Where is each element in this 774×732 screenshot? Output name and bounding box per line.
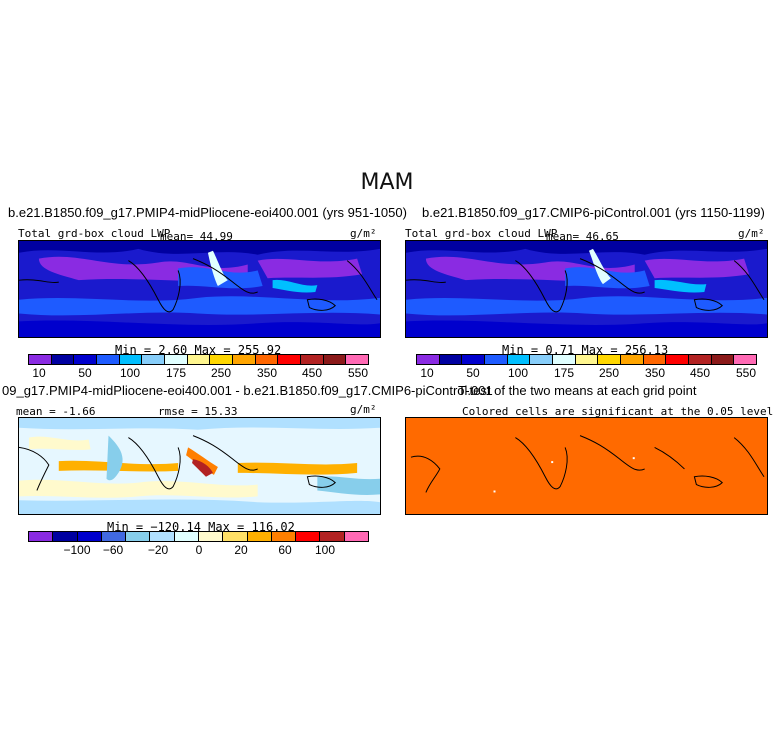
colorbar-swatch xyxy=(53,532,78,541)
figure-title: MAM xyxy=(360,170,414,195)
panel2-map-svg xyxy=(406,241,767,337)
panel3-tick: 0 xyxy=(195,543,203,557)
colorbar-swatch xyxy=(553,355,576,364)
colorbar-swatch xyxy=(126,532,151,541)
colorbar-swatch xyxy=(323,355,347,364)
colorbar-swatch xyxy=(77,532,102,541)
panel2-tick: 450 xyxy=(689,366,711,380)
panel2-map xyxy=(405,240,768,338)
colorbar-swatch xyxy=(598,355,622,364)
panel2-mean: mean= 46.65 xyxy=(546,230,619,243)
panel3-colorbar-ticks: −100 −60 −20 0 20 60 100 xyxy=(28,543,369,557)
panel1-tick: 550 xyxy=(347,366,369,380)
panel3-tick: 100 xyxy=(314,543,336,557)
panel1-minmax: Min = 2.60 Max = 255.92 xyxy=(115,343,282,357)
colorbar-swatch xyxy=(142,355,166,364)
panel2-tick: 550 xyxy=(735,366,757,380)
panel3-title: 09_g17.PMIP4-midPliocene-eoi400.001 - b.… xyxy=(2,383,493,398)
panel3-mean: mean = -1.66 xyxy=(16,405,96,418)
panel1-colorbar-ticks: 10 50 100 175 250 350 450 550 xyxy=(28,366,369,380)
panel1-tick: 450 xyxy=(301,366,323,380)
colorbar-swatch xyxy=(507,355,531,364)
colorbar-swatch xyxy=(187,355,211,364)
colorbar-swatch xyxy=(621,355,644,364)
colorbar-swatch xyxy=(734,355,757,364)
colorbar-swatch xyxy=(255,355,279,364)
panel1-mean: mean= 44.99 xyxy=(160,230,233,243)
panel1-tick: 100 xyxy=(119,366,141,380)
panel3-map-svg xyxy=(19,418,380,514)
colorbar-swatch xyxy=(575,355,599,364)
colorbar-swatch xyxy=(711,355,735,364)
colorbar-swatch xyxy=(417,355,440,364)
colorbar-swatch xyxy=(233,355,256,364)
colorbar-swatch xyxy=(150,532,175,541)
panel3-units: g/m² xyxy=(350,403,377,416)
panel2-units: g/m² xyxy=(738,227,765,240)
panel2-colorbar xyxy=(416,354,757,365)
colorbar-swatch xyxy=(174,532,199,541)
panel1-map xyxy=(18,240,381,338)
colorbar-swatch xyxy=(301,355,324,364)
colorbar-swatch xyxy=(97,355,120,364)
colorbar-swatch xyxy=(247,532,272,541)
colorbar-swatch xyxy=(278,355,302,364)
panel2-tick: 350 xyxy=(644,366,666,380)
panel1-title: b.e21.B1850.f09_g17.PMIP4-midPliocene-eo… xyxy=(8,205,407,220)
panel4-map-svg xyxy=(406,418,767,514)
panel3-colorbar xyxy=(28,531,369,542)
colorbar-swatch xyxy=(296,532,321,541)
colorbar-swatch xyxy=(29,355,52,364)
panel3-rmse: rmse = 15.33 xyxy=(158,405,238,418)
colorbar-swatch xyxy=(462,355,486,364)
colorbar-swatch xyxy=(439,355,463,364)
panel3-tick: 20 xyxy=(234,543,248,557)
colorbar-swatch xyxy=(223,532,248,541)
colorbar-swatch xyxy=(689,355,712,364)
colorbar-swatch xyxy=(51,355,75,364)
panel1-tick: 50 xyxy=(78,366,92,380)
panel1-tick: 175 xyxy=(165,366,187,380)
panel2-minmax: Min = 0.71 Max = 256.13 xyxy=(502,343,669,357)
panel1-tick: 10 xyxy=(32,366,46,380)
colorbar-swatch xyxy=(344,532,368,541)
panel1-colorbar xyxy=(28,354,369,365)
panel3-map xyxy=(18,417,381,515)
colorbar-swatch xyxy=(29,532,54,541)
colorbar-swatch xyxy=(271,532,297,541)
panel1-map-svg xyxy=(19,241,380,337)
panel2-tick: 175 xyxy=(553,366,575,380)
panel2-tick: 100 xyxy=(507,366,529,380)
panel4-title: T-test of the two means at each grid poi… xyxy=(458,383,697,398)
panel1-tick: 250 xyxy=(210,366,232,380)
colorbar-swatch xyxy=(119,355,143,364)
panel3-tick: −60 xyxy=(102,543,124,557)
colorbar-swatch xyxy=(530,355,554,364)
colorbar-swatch xyxy=(346,355,369,364)
colorbar-swatch xyxy=(101,532,127,541)
colorbar-swatch xyxy=(210,355,234,364)
panel3-tick: −100 xyxy=(63,543,91,557)
panel3-minmax: Min = −120.14 Max = 116.02 xyxy=(107,520,295,534)
colorbar-swatch xyxy=(198,532,224,541)
panel2-tick: 250 xyxy=(598,366,620,380)
panel3-tick: 60 xyxy=(278,543,292,557)
colorbar-swatch xyxy=(643,355,667,364)
panel4-subtitle: Colored cells are significant at the 0.0… xyxy=(462,405,774,418)
panel2-variable: Total grd-box cloud LWP xyxy=(405,227,558,240)
panel2-title: b.e21.B1850.f09_g17.CMIP6-piControl.001 … xyxy=(422,205,765,220)
panel4-map xyxy=(405,417,768,515)
panel1-tick: 350 xyxy=(256,366,278,380)
panel1-units: g/m² xyxy=(350,227,377,240)
colorbar-swatch xyxy=(165,355,188,364)
colorbar-swatch xyxy=(485,355,508,364)
panel2-tick: 50 xyxy=(466,366,480,380)
colorbar-swatch xyxy=(74,355,98,364)
panel2-tick: 10 xyxy=(420,366,434,380)
panel2-colorbar-ticks: 10 50 100 175 250 350 450 550 xyxy=(416,366,757,380)
panel1-variable: Total grd-box cloud LWP xyxy=(18,227,171,240)
colorbar-swatch xyxy=(666,355,690,364)
panel3-tick: −20 xyxy=(147,543,169,557)
colorbar-swatch xyxy=(320,532,345,541)
